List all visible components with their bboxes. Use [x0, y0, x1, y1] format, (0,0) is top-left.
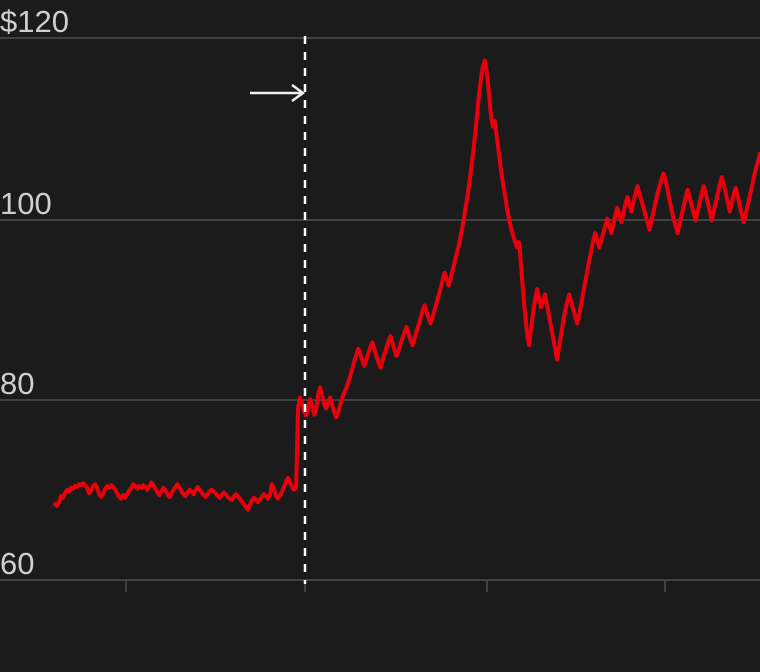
chart-annotations [250, 36, 307, 584]
y-axis-tick-label-100: 100 [0, 186, 52, 221]
series-lines [53, 58, 760, 512]
arrow-head-icon [291, 83, 306, 103]
y-axis-tick-label-120: $120 [0, 4, 69, 39]
gridlines [0, 37, 760, 581]
x-axis-ticks [125, 580, 666, 592]
y-axis-tick-label-80: 80 [0, 366, 35, 401]
y-axis-tick-label-60: 60 [0, 546, 35, 581]
series-line [53, 58, 760, 512]
